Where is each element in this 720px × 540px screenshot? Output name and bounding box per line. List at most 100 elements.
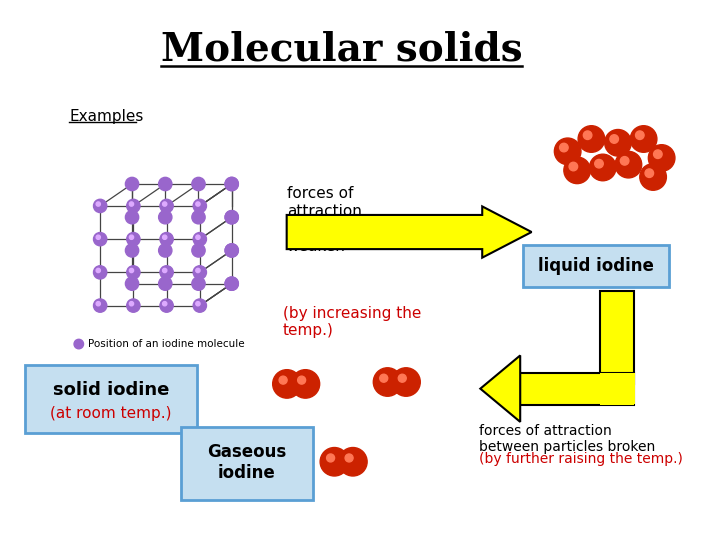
Circle shape (127, 266, 140, 279)
Circle shape (94, 199, 107, 213)
FancyBboxPatch shape (600, 291, 634, 384)
Circle shape (192, 211, 205, 224)
Circle shape (160, 233, 174, 246)
Circle shape (158, 177, 172, 191)
Circle shape (605, 130, 631, 156)
Circle shape (225, 277, 238, 291)
Circle shape (163, 235, 167, 239)
Circle shape (554, 138, 581, 165)
Circle shape (196, 235, 200, 239)
Circle shape (196, 301, 200, 306)
Circle shape (192, 177, 205, 191)
Circle shape (645, 169, 654, 178)
Circle shape (193, 266, 207, 279)
Text: forces of
attraction
between particles
weaken: forces of attraction between particles w… (287, 186, 424, 254)
Circle shape (590, 154, 616, 181)
Circle shape (160, 266, 174, 279)
Circle shape (338, 448, 367, 476)
Circle shape (125, 211, 139, 224)
Circle shape (96, 301, 100, 306)
Circle shape (94, 233, 107, 246)
Circle shape (225, 211, 238, 224)
Circle shape (225, 211, 238, 224)
Circle shape (158, 244, 172, 257)
Circle shape (320, 448, 348, 476)
Circle shape (273, 370, 301, 398)
Circle shape (96, 235, 100, 239)
Circle shape (193, 299, 207, 312)
Circle shape (96, 202, 100, 206)
Text: forces of attraction
between particles broken: forces of attraction between particles b… (480, 424, 656, 454)
Circle shape (225, 177, 238, 191)
Circle shape (654, 150, 662, 158)
Circle shape (158, 211, 172, 224)
Circle shape (297, 376, 305, 384)
Circle shape (127, 233, 140, 246)
Circle shape (130, 301, 134, 306)
Text: liquid iodine: liquid iodine (539, 257, 654, 275)
Circle shape (127, 199, 140, 213)
Circle shape (615, 151, 642, 178)
Circle shape (636, 131, 644, 139)
Circle shape (94, 266, 107, 279)
FancyBboxPatch shape (600, 373, 634, 405)
Circle shape (279, 376, 287, 384)
Circle shape (163, 268, 167, 273)
Circle shape (564, 157, 590, 184)
Circle shape (225, 244, 238, 257)
Circle shape (158, 277, 172, 291)
Circle shape (193, 199, 207, 213)
FancyBboxPatch shape (181, 427, 313, 500)
Circle shape (640, 164, 667, 190)
FancyBboxPatch shape (521, 373, 634, 405)
Circle shape (163, 301, 167, 306)
Circle shape (569, 162, 577, 171)
Circle shape (578, 126, 605, 152)
Circle shape (559, 143, 568, 152)
Circle shape (160, 199, 174, 213)
Circle shape (373, 368, 402, 396)
Circle shape (398, 374, 406, 382)
FancyBboxPatch shape (24, 365, 197, 433)
Circle shape (225, 277, 238, 291)
Text: (at room temp.): (at room temp.) (50, 406, 172, 421)
Circle shape (225, 177, 238, 191)
FancyArrow shape (287, 206, 531, 258)
Circle shape (583, 131, 592, 139)
Circle shape (94, 299, 107, 312)
Circle shape (196, 202, 200, 206)
Circle shape (74, 339, 84, 349)
Circle shape (392, 368, 420, 396)
Circle shape (125, 177, 139, 191)
FancyBboxPatch shape (630, 374, 635, 404)
Polygon shape (480, 355, 521, 422)
Circle shape (595, 159, 603, 168)
Circle shape (160, 299, 174, 312)
Text: Molecular solids: Molecular solids (161, 31, 523, 69)
Text: (by increasing the
temp.): (by increasing the temp.) (283, 306, 421, 339)
FancyBboxPatch shape (523, 245, 669, 287)
Circle shape (345, 454, 353, 462)
Circle shape (291, 370, 320, 398)
Circle shape (96, 268, 100, 273)
Circle shape (192, 244, 205, 257)
Circle shape (125, 244, 139, 257)
Text: solid iodine: solid iodine (53, 381, 169, 399)
Circle shape (127, 299, 140, 312)
Circle shape (130, 202, 134, 206)
Circle shape (130, 268, 134, 273)
Circle shape (610, 134, 618, 143)
Circle shape (130, 235, 134, 239)
Circle shape (621, 157, 629, 165)
Circle shape (193, 233, 207, 246)
Circle shape (379, 374, 388, 382)
Circle shape (327, 454, 335, 462)
Text: Examples: Examples (69, 109, 144, 124)
Circle shape (192, 277, 205, 291)
Text: Gaseous
iodine: Gaseous iodine (207, 443, 287, 482)
Text: (by further raising the temp.): (by further raising the temp.) (480, 453, 683, 466)
Circle shape (648, 145, 675, 171)
Circle shape (125, 277, 139, 291)
Circle shape (225, 244, 238, 257)
Circle shape (630, 126, 657, 152)
